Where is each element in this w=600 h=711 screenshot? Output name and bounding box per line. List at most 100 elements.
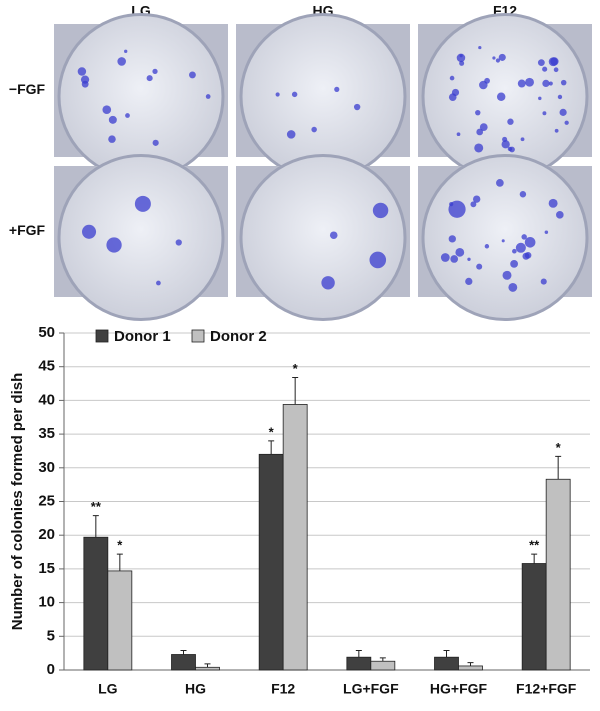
colony [564,120,569,125]
colony [501,140,510,149]
significance: ** [529,538,540,553]
colony [496,92,506,101]
colony [512,248,517,254]
colony [369,251,387,269]
colony [291,91,298,98]
colony [501,239,505,243]
colony [542,66,548,72]
error-bar [92,515,99,538]
colony [540,278,547,285]
colony [108,135,116,143]
colony [125,113,130,118]
bar [370,660,396,671]
legend-label: Donor 2 [210,328,267,345]
colony [498,53,506,61]
colony [108,115,117,124]
colony [82,224,97,239]
y-tick-label: 20 [38,526,55,543]
colony [510,259,518,268]
row-label: +FGF [9,222,46,238]
colony [479,80,488,90]
colony [146,75,153,82]
colony [456,53,466,63]
colony [275,92,280,97]
x-tick-label: F12+FGF [516,681,577,697]
colony [560,79,567,86]
colony [156,280,161,286]
colony [106,237,122,253]
colony [537,59,545,67]
colony [538,96,542,101]
colony [455,247,465,257]
colony [479,123,488,132]
bar [346,656,372,671]
y-tick-label: 45 [38,358,55,375]
colony [321,276,335,290]
photo-panels: LG HG F12−FGF+FGF [9,3,592,321]
colony [492,56,496,60]
colony [484,244,490,249]
colony [448,93,457,101]
colony [152,68,158,74]
colony [80,75,90,84]
colony [77,67,87,76]
y-tick-label: 35 [38,425,55,442]
colony [465,277,473,286]
colony [478,45,482,50]
significance: * [556,440,562,455]
colony [102,105,112,115]
colony [440,253,450,262]
colony [467,257,471,261]
colony [175,239,182,246]
x-tick-label: F12 [271,681,295,697]
colony [557,94,563,100]
colony [559,108,567,116]
error-bar [443,649,450,658]
colony [508,283,518,292]
colony [476,128,484,136]
error-bar [379,657,386,662]
error-bar [204,663,211,668]
significance: * [293,361,299,376]
x-tick-label: LG [98,681,118,697]
y-tick-label: 10 [38,594,55,611]
legend-swatch [191,329,205,343]
colony [134,195,151,212]
error-bar [467,662,474,666]
y-tick-label: 40 [38,391,55,408]
legend-swatch [95,329,109,343]
bar [83,536,109,671]
colony [519,191,527,198]
colony [456,132,461,137]
colony [502,270,512,280]
colony [548,198,558,208]
significance: ** [91,499,102,514]
colony [553,67,559,73]
legend-label: Donor 1 [114,328,171,345]
y-tick-label: 5 [47,627,55,644]
dish [239,13,407,180]
colony [117,57,126,66]
colony [554,128,559,133]
colony [205,94,211,99]
colony [542,79,550,88]
y-tick-label: 0 [47,661,55,678]
colony [556,211,564,219]
error-bar [180,649,187,655]
bar [107,570,133,671]
x-tick-label: HG+FGF [430,681,488,697]
error-bar [355,649,362,658]
error-bar [116,553,123,571]
colony [496,179,504,187]
error-bar [268,440,275,455]
y-tick-label: 50 [38,324,55,341]
dish [57,154,225,321]
colony [507,118,514,125]
colony [521,234,527,240]
colony [524,236,536,248]
colony [474,143,484,153]
x-tick-label: HG [185,681,206,697]
colony [542,111,547,116]
colony [372,202,389,219]
